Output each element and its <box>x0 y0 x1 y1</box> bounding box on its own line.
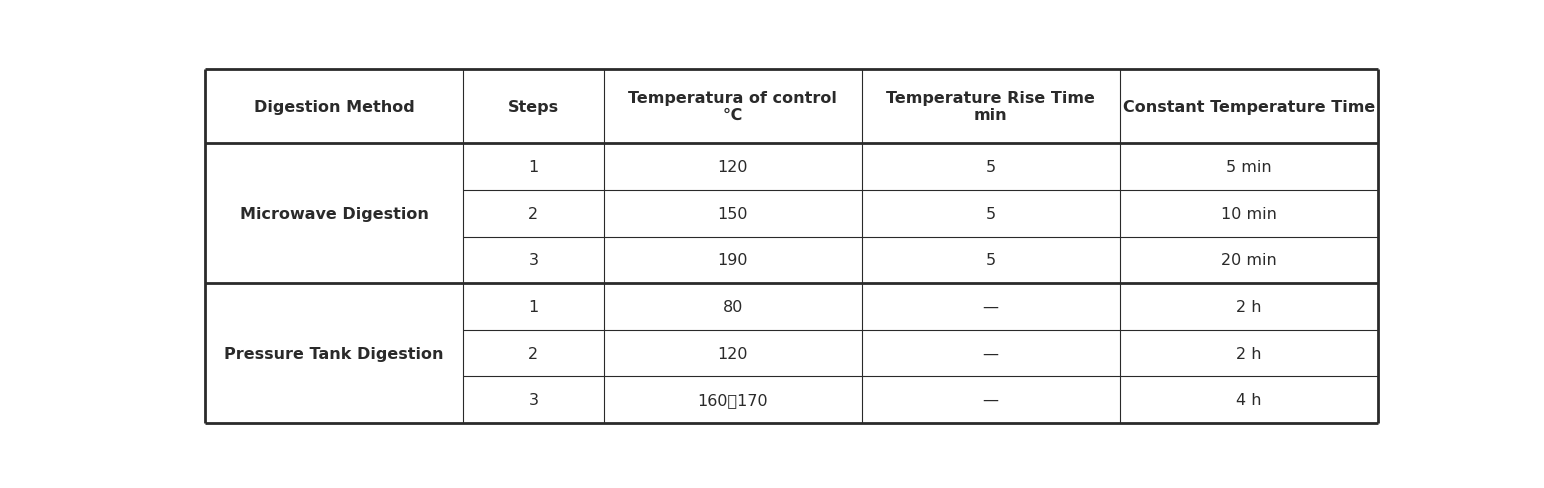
Text: Digestion Method: Digestion Method <box>253 100 414 114</box>
Text: —: — <box>982 392 999 407</box>
Text: 2 h: 2 h <box>1235 346 1261 361</box>
Text: 3: 3 <box>528 392 539 407</box>
Text: Microwave Digestion: Microwave Digestion <box>239 206 428 221</box>
Text: 5: 5 <box>985 206 996 221</box>
Text: Temperature Rise Time
min: Temperature Rise Time min <box>886 91 1095 123</box>
Text: 5: 5 <box>985 253 996 268</box>
Text: 4 h: 4 h <box>1235 392 1261 407</box>
Text: 190: 190 <box>718 253 747 268</box>
Text: 3: 3 <box>528 253 539 268</box>
Text: 80: 80 <box>723 299 743 314</box>
Text: Constant Temperature Time: Constant Temperature Time <box>1122 100 1374 114</box>
Text: Pressure Tank Digestion: Pressure Tank Digestion <box>224 346 443 361</box>
Text: 1: 1 <box>528 299 539 314</box>
Text: 5 min: 5 min <box>1226 160 1271 175</box>
Text: —: — <box>982 346 999 361</box>
Text: 150: 150 <box>718 206 747 221</box>
Text: 160～170: 160～170 <box>698 392 767 407</box>
Text: 2: 2 <box>528 346 539 361</box>
Text: —: — <box>982 299 999 314</box>
Text: 10 min: 10 min <box>1221 206 1277 221</box>
Text: 2 h: 2 h <box>1235 299 1261 314</box>
Text: Steps: Steps <box>508 100 559 114</box>
Text: 5: 5 <box>985 160 996 175</box>
Text: 120: 120 <box>718 160 747 175</box>
Text: 20 min: 20 min <box>1221 253 1277 268</box>
Text: Temperatura of control
℃: Temperatura of control ℃ <box>628 91 837 123</box>
Text: 120: 120 <box>718 346 747 361</box>
Text: 2: 2 <box>528 206 539 221</box>
Text: 1: 1 <box>528 160 539 175</box>
